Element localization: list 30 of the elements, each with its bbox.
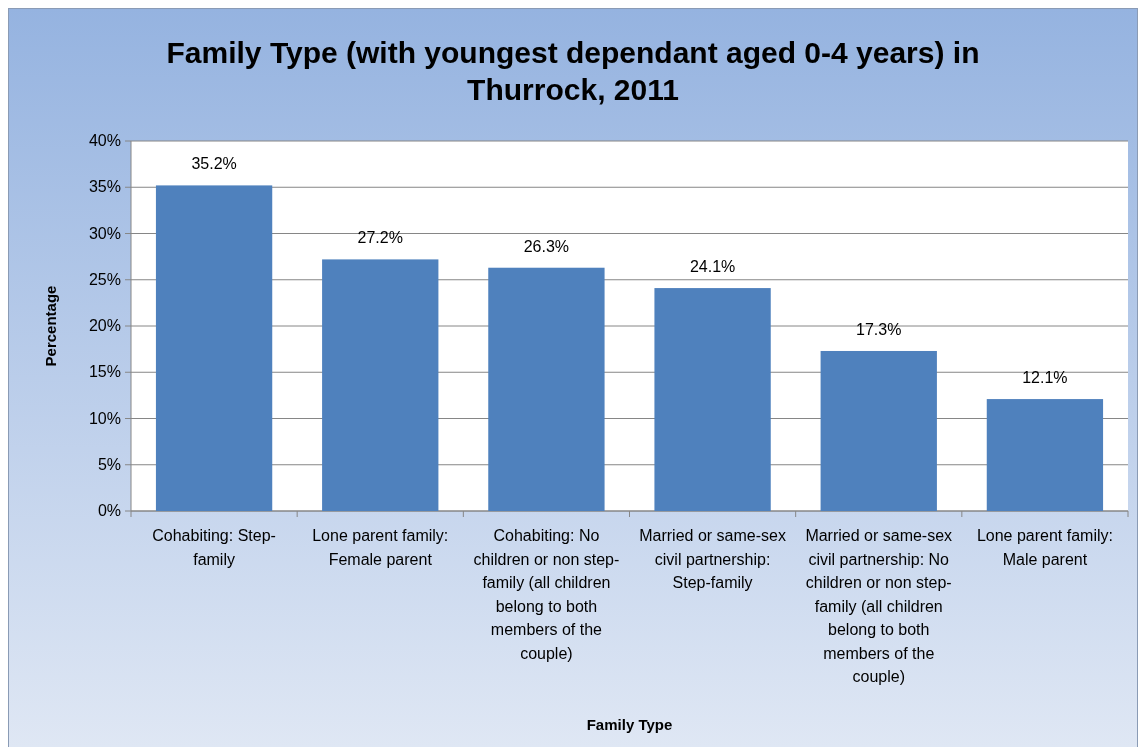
data-label: 35.2% bbox=[191, 155, 237, 173]
y-tick-label: 40% bbox=[88, 132, 121, 149]
y-tick-label: 15% bbox=[88, 363, 121, 381]
x-tick-label: Cohabiting: No children or non step-family (all children belong to both members of the couple) bbox=[473, 527, 620, 662]
chart-title: Family Type (with youngest dependant aged 0-4 years) in Thurrock, 2011 bbox=[166, 36, 980, 106]
data-label: 26.3% bbox=[523, 237, 570, 255]
bar bbox=[322, 259, 439, 511]
bar bbox=[986, 399, 1104, 511]
y-tick-label: 0% bbox=[97, 502, 121, 519]
x-tick-label: Cohabiting: Step-family bbox=[152, 527, 276, 568]
bar bbox=[488, 267, 605, 511]
bar bbox=[654, 288, 771, 511]
x-tick-label: Married or same-sex civil partnership: No children or non step-family (all children belong to both members of the couple) bbox=[805, 527, 953, 685]
y-tick-label: 25% bbox=[88, 270, 121, 288]
bar bbox=[820, 350, 937, 511]
y-axis-title: Percentage bbox=[42, 285, 59, 367]
data-label: 24.1% bbox=[689, 258, 736, 276]
bar bbox=[155, 185, 273, 511]
y-tick-label: 30% bbox=[88, 224, 121, 242]
data-label: 17.3% bbox=[856, 320, 902, 338]
x-tick-label: Married or same-sex civil partnership: Step-family bbox=[639, 527, 786, 591]
y-tick-label: 5% bbox=[97, 455, 121, 473]
y-tick-label: 20% bbox=[88, 317, 121, 334]
x-tick-label: Lone parent family: Female parent bbox=[312, 527, 449, 568]
x-tick-label: Lone parent family: Male parent bbox=[976, 527, 1113, 568]
x-axis-title: Family Type bbox=[586, 716, 673, 733]
y-tick-label: 35% bbox=[88, 178, 121, 196]
y-tick-label: 10% bbox=[88, 409, 121, 427]
data-label: 12.1% bbox=[1022, 369, 1068, 387]
data-label: 27.2% bbox=[357, 229, 403, 247]
